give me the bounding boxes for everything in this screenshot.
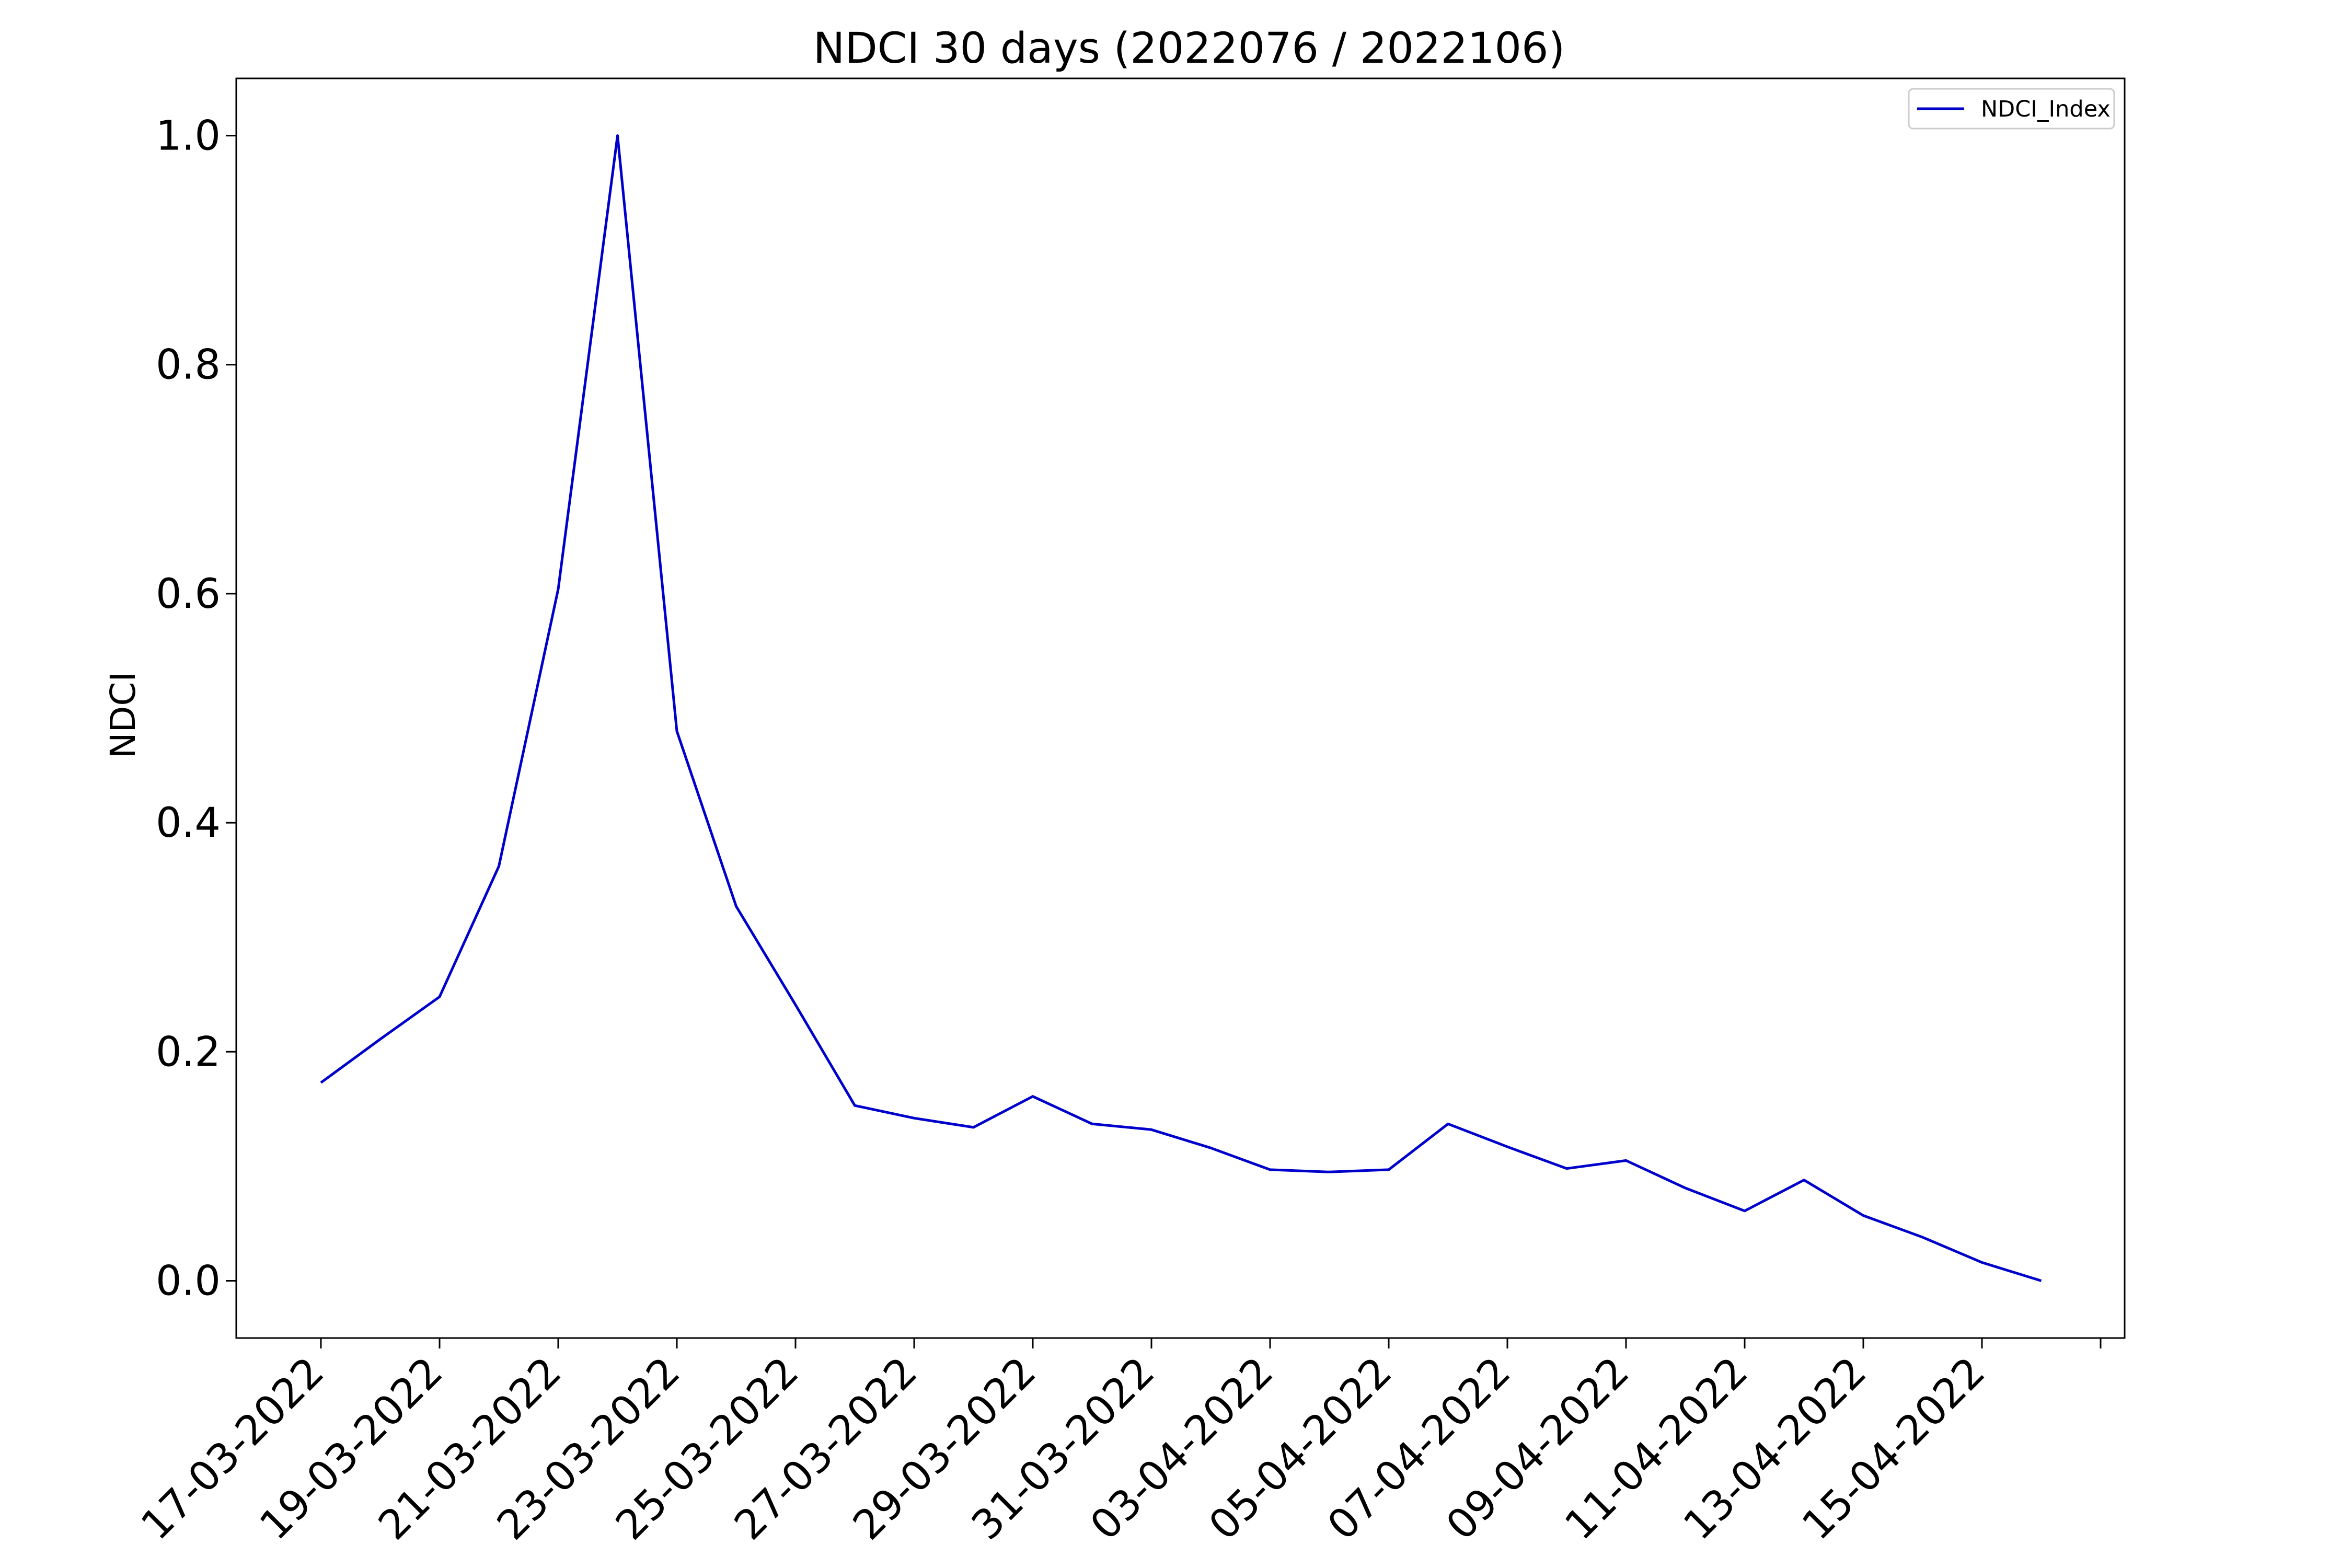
y-tick-label: 0.2 (156, 1029, 221, 1076)
y-tick-label: 0.4 (156, 800, 221, 847)
series-layer (320, 134, 2042, 1282)
y-tick-label: 1.0 (156, 113, 221, 160)
plot-frame (235, 77, 2126, 1339)
legend-box (1908, 88, 2115, 130)
legend-label: NDCI_Index (1981, 96, 2111, 122)
x-axis-ticks: 17-03-202219-03-202221-03-202223-03-2022… (132, 1338, 2102, 1549)
legend: NDCI_Index (1908, 88, 2115, 130)
series-line-0 (320, 134, 2042, 1282)
y-tick-label: 0.0 (156, 1258, 221, 1305)
chart-title: NDCI 30 days (2022076 / 2022106) (813, 24, 1565, 73)
y-tick-label: 0.8 (156, 342, 221, 389)
y-tick-label: 0.6 (156, 571, 221, 618)
y-axis-ticks: 0.0 0.2 0.4 0.6 0.8 1.0 (156, 113, 236, 1305)
y-axis-label: NDCI (103, 672, 143, 758)
